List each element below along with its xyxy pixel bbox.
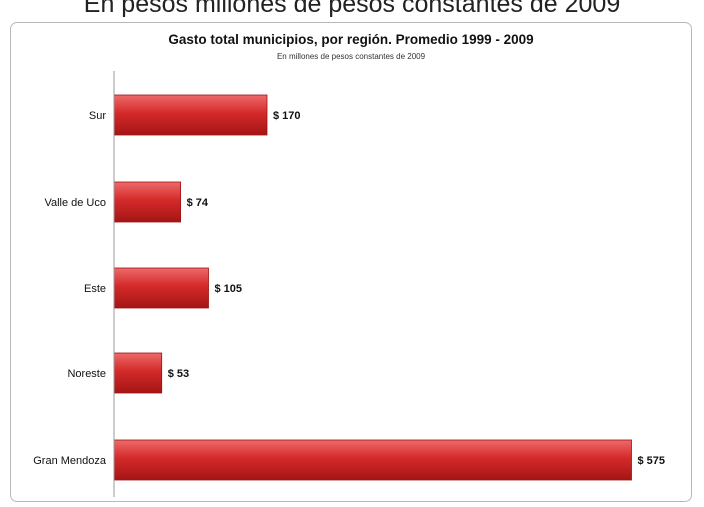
bar-este [113,267,209,309]
value-label-gran-mendoza: $ 575 [638,455,666,467]
bar-gran-mendoza [113,439,632,481]
value-label-este: $ 105 [215,283,243,295]
chart-frame: Gasto total municipios, por región. Prom… [10,22,692,502]
bar-valle-de-uco [113,181,181,223]
category-label-valle-de-uco: Valle de Uco [44,197,106,209]
category-label-noreste: Noreste [67,368,106,380]
chart-subtitle: En millones de pesos constantes de 2009 [276,52,426,61]
value-label-sur: $ 170 [273,110,301,122]
value-label-noreste: $ 53 [168,368,189,380]
bar-noreste [113,352,163,394]
category-label-sur: Sur [89,110,106,122]
category-label-este: Este [84,283,106,295]
bar-chart: Sur $ 170 Valle de Uco $ 74 Este $ 105 Noreste… [33,71,666,497]
page-heading: En pesos millones de pesos constantes de… [83,0,621,18]
chart-title: Gasto total municipios, por región. Prom… [168,32,534,47]
category-label-gran-mendoza: Gran Mendoza [33,455,107,467]
value-label-valle-de-uco: $ 74 [187,197,209,209]
bar-sur [113,94,268,136]
